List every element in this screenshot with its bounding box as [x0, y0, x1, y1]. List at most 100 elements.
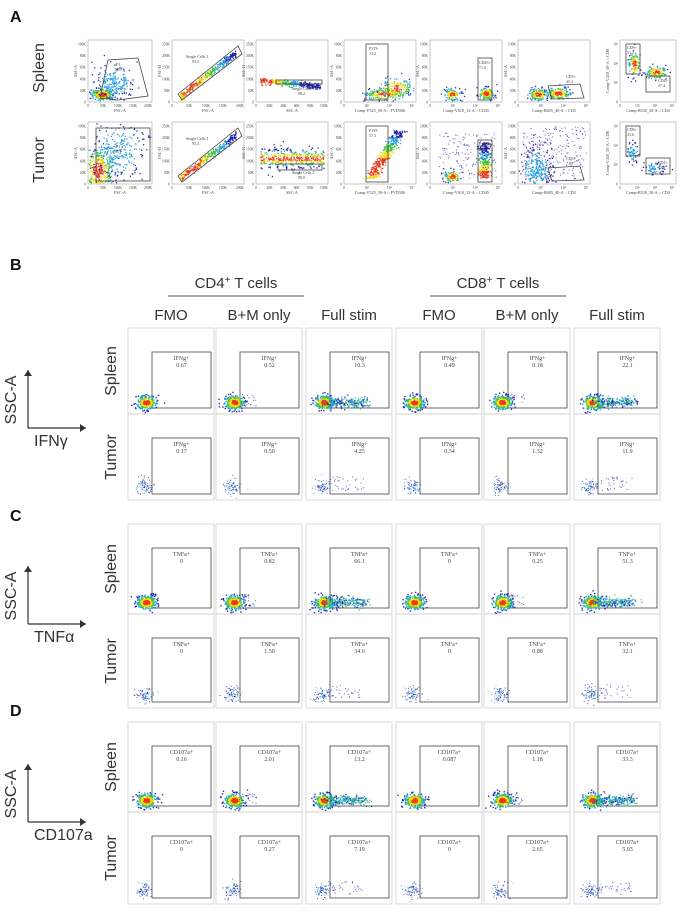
- data-point: [483, 176, 485, 178]
- data-point: [105, 130, 107, 132]
- data-point: [461, 178, 462, 179]
- data-point: [567, 143, 569, 144]
- data-point: [275, 162, 278, 164]
- x-tick-label: 100K: [320, 186, 328, 190]
- data-point: [309, 166, 311, 168]
- data-point: [462, 144, 464, 146]
- data-point: [496, 83, 498, 86]
- data-point: [108, 145, 110, 147]
- data-point: [458, 154, 460, 156]
- data-point: [260, 157, 262, 159]
- data-point: [381, 154, 383, 156]
- data-point: [388, 137, 390, 140]
- data-point: [478, 169, 480, 172]
- data-point: [90, 182, 93, 184]
- data-point: [451, 94, 453, 96]
- data-point: [377, 166, 380, 168]
- data-point: [279, 170, 281, 172]
- data-point: [483, 142, 485, 144]
- data-point: [314, 159, 316, 161]
- data-point: [450, 175, 452, 178]
- data-point: [564, 87, 566, 89]
- data-point: [468, 177, 470, 179]
- data-point: [408, 78, 411, 81]
- data-point: [115, 149, 117, 151]
- data-point: [264, 154, 266, 156]
- data-point: [225, 59, 227, 61]
- data-point: [287, 154, 290, 156]
- gate-outline: [365, 43, 389, 101]
- data-point: [107, 149, 109, 151]
- data-point: [486, 148, 489, 150]
- data-point: [292, 165, 294, 167]
- data-point: [265, 157, 267, 159]
- data-point: [100, 167, 102, 169]
- data-point: [535, 166, 537, 168]
- data-point: [527, 150, 528, 152]
- data-point: [397, 141, 400, 144]
- data-point: [484, 160, 486, 162]
- data-point: [111, 96, 113, 98]
- data-point: [183, 98, 185, 100]
- gate-outline: [365, 125, 389, 183]
- data-point: [527, 154, 529, 156]
- y-tick-label: 40K: [510, 159, 517, 163]
- data-point: [122, 155, 124, 157]
- data-point: [486, 175, 488, 177]
- data-point: [210, 71, 213, 73]
- data-point: [402, 94, 405, 96]
- y-tick-label: 10³: [613, 81, 619, 85]
- data-point: [112, 138, 114, 141]
- data-point: [89, 149, 91, 151]
- data-point: [268, 81, 270, 83]
- data-point: [192, 84, 194, 86]
- data-point: [400, 91, 402, 93]
- data-point: [278, 79, 280, 82]
- data-point: [448, 180, 450, 182]
- data-point: [379, 164, 382, 166]
- data-point: [211, 151, 213, 154]
- data-point: [280, 81, 282, 83]
- data-point: [526, 164, 528, 166]
- data-point: [193, 165, 195, 167]
- data-point: [98, 147, 100, 149]
- data-point: [91, 97, 93, 99]
- data-point: [298, 166, 300, 168]
- data-point: [96, 96, 98, 98]
- data-point: [200, 162, 202, 164]
- data-point: [99, 91, 101, 93]
- data-point: [309, 86, 311, 88]
- data-point: [118, 93, 120, 95]
- data-point: [545, 138, 547, 139]
- y-tick-label: 0: [252, 183, 254, 187]
- x-tick-label: 200K: [236, 104, 244, 108]
- data-point: [482, 93, 484, 95]
- data-point: [409, 81, 411, 83]
- data-point: [481, 173, 483, 176]
- gate-name: Single Cells 1: [186, 136, 208, 141]
- data-point: [386, 153, 388, 155]
- data-point: [445, 175, 447, 177]
- data-point: [396, 144, 398, 146]
- data-point: [454, 87, 457, 89]
- data-point: [378, 92, 380, 94]
- data-point: [541, 87, 543, 89]
- data-point: [483, 175, 485, 177]
- data-point: [100, 166, 102, 168]
- data-point: [216, 64, 218, 66]
- data-point: [564, 147, 566, 149]
- data-point: [563, 86, 566, 88]
- data-point: [483, 96, 485, 99]
- data-point: [283, 153, 285, 155]
- data-point: [386, 146, 388, 149]
- data-point: [521, 161, 523, 163]
- data-point: [102, 163, 104, 165]
- data-point: [488, 176, 490, 178]
- data-point: [224, 61, 227, 64]
- data-point: [452, 99, 454, 101]
- data-point: [373, 170, 375, 173]
- data-point: [459, 87, 461, 90]
- y-tick-label: 80K: [422, 136, 429, 140]
- data-point: [101, 170, 103, 173]
- data-point: [218, 149, 220, 151]
